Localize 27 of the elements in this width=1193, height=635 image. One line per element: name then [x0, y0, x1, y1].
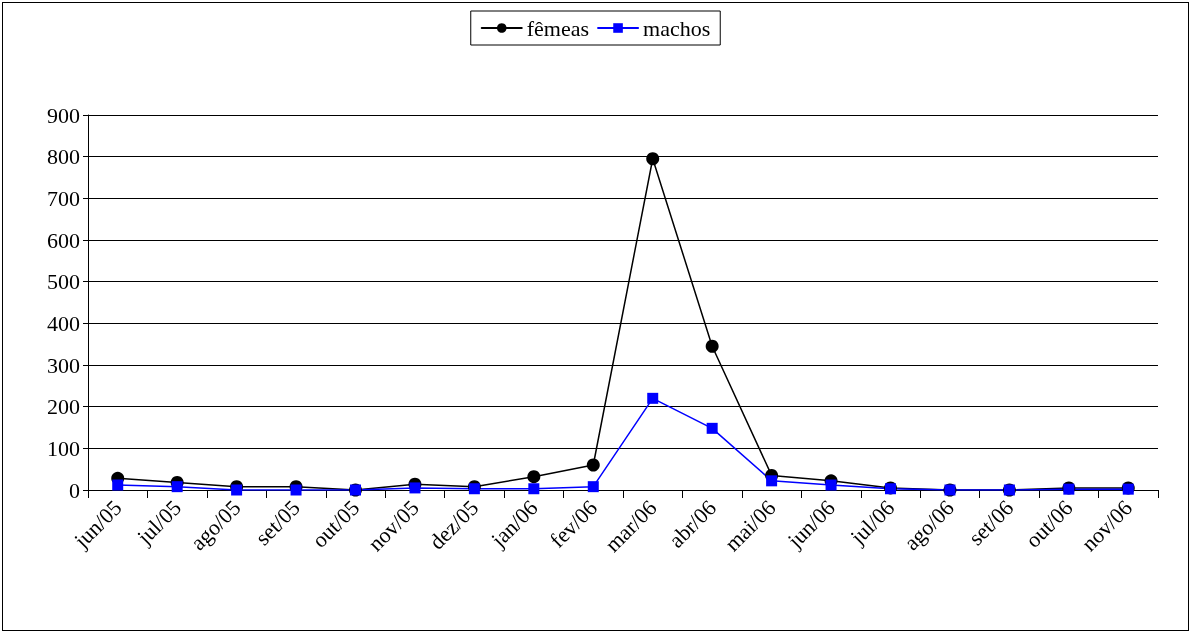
point — [112, 479, 124, 491]
point — [705, 339, 719, 353]
y-tick-label: 0 — [69, 477, 80, 503]
point — [766, 475, 778, 487]
point — [825, 479, 837, 491]
point — [527, 470, 541, 484]
point — [528, 483, 540, 495]
y-tick-label: 700 — [47, 185, 80, 211]
y-tick-label: 800 — [47, 144, 80, 170]
legend-label: fêmeas — [526, 15, 590, 41]
point — [171, 481, 183, 493]
point — [647, 392, 659, 404]
point — [290, 484, 302, 496]
point — [706, 422, 718, 434]
point — [587, 481, 599, 493]
y-tick-label: 300 — [47, 352, 80, 378]
point — [646, 152, 660, 166]
y-tick-label: 400 — [47, 310, 80, 336]
point — [586, 458, 600, 472]
y-tick-label: 100 — [47, 435, 80, 461]
y-tick-label: 900 — [47, 102, 80, 128]
legend-label: machos — [643, 15, 711, 41]
point — [409, 482, 421, 494]
y-tick-label: 200 — [47, 394, 80, 420]
point — [231, 484, 243, 496]
y-tick-label: 500 — [47, 269, 80, 295]
y-tick-label: 600 — [47, 227, 80, 253]
